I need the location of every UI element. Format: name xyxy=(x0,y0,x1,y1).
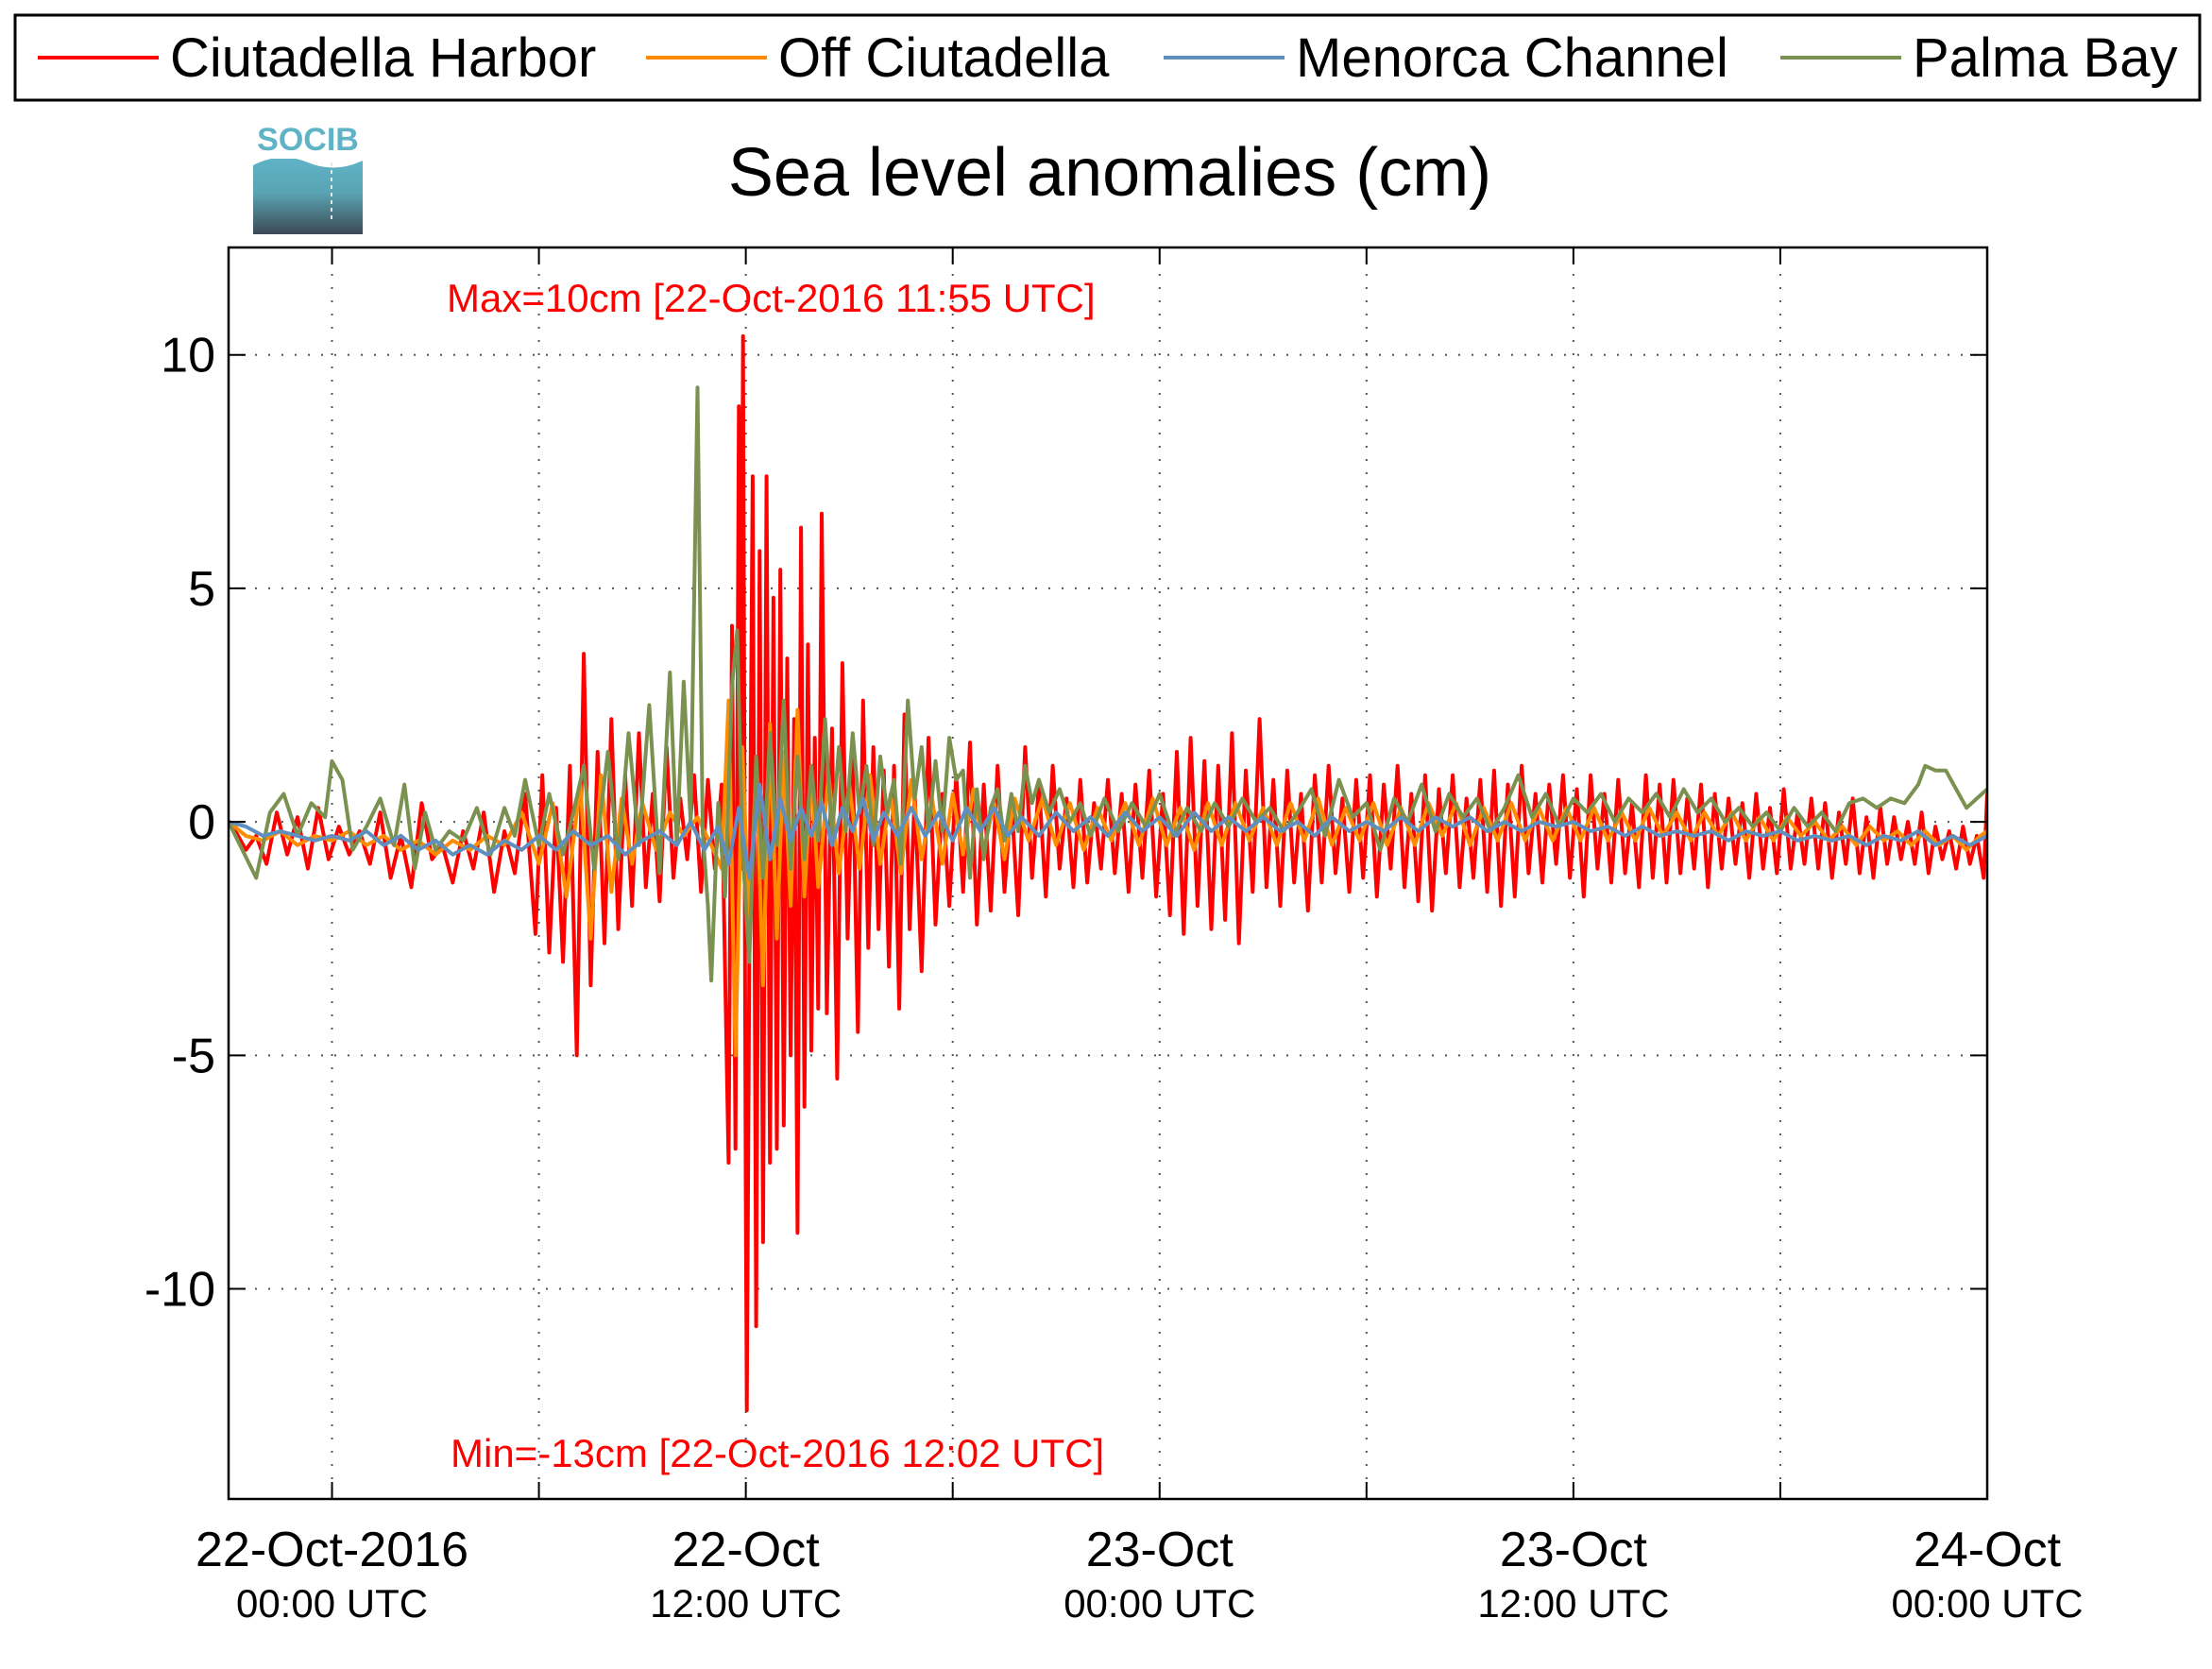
legend-label: Ciutadella Harbor xyxy=(170,27,596,89)
legend-label: Menorca Channel xyxy=(1296,27,1728,89)
x-tick-sublabel: 00:00 UTC xyxy=(236,1581,428,1626)
x-tick-label: 24-Oct xyxy=(1914,1523,2062,1577)
x-tick-label: 22-Oct-2016 xyxy=(196,1523,468,1577)
y-tick-label: 0 xyxy=(188,795,215,850)
x-tick-label: 23-Oct xyxy=(1086,1523,1234,1577)
x-tick-sublabel: 12:00 UTC xyxy=(1477,1581,1669,1626)
x-tick-sublabel: 12:00 UTC xyxy=(650,1581,842,1626)
plot-background xyxy=(229,247,1987,1499)
max-annotation: Max=10cm [22-Oct-2016 11:55 UTC] xyxy=(447,276,1096,320)
x-tick-sublabel: 00:00 UTC xyxy=(1063,1581,1255,1626)
legend-label: Off Ciutadella xyxy=(778,27,1110,89)
x-tick-sublabel: 00:00 UTC xyxy=(1891,1581,2083,1626)
y-tick-label: -10 xyxy=(145,1263,215,1318)
min-annotation: Min=-13cm [22-Oct-2016 12:02 UTC] xyxy=(451,1431,1104,1475)
legend-label: Palma Bay xyxy=(1913,27,2177,89)
plot-frame xyxy=(227,246,1989,1501)
logo-block xyxy=(253,159,363,234)
x-tick-label: 22-Oct xyxy=(672,1523,821,1577)
logo-wave xyxy=(253,151,363,168)
plot-area: Max=10cm [22-Oct-2016 11:55 UTC] Min=-13c… xyxy=(227,246,1989,1501)
series-line-menorca-channel xyxy=(229,782,1987,880)
legend: Ciutadella Harbor Off Ciutadella Menorca C… xyxy=(13,13,2202,102)
logo-text: SOCIB xyxy=(257,122,359,158)
y-tick-label: 10 xyxy=(161,329,215,383)
socib-logo: SOCIB xyxy=(253,122,363,234)
y-tick-label: -5 xyxy=(172,1029,215,1083)
y-tick-label: 5 xyxy=(188,562,215,617)
chart-title: Sea level anomalies (cm) xyxy=(728,135,1491,211)
x-tick-label: 23-Oct xyxy=(1500,1523,1648,1577)
